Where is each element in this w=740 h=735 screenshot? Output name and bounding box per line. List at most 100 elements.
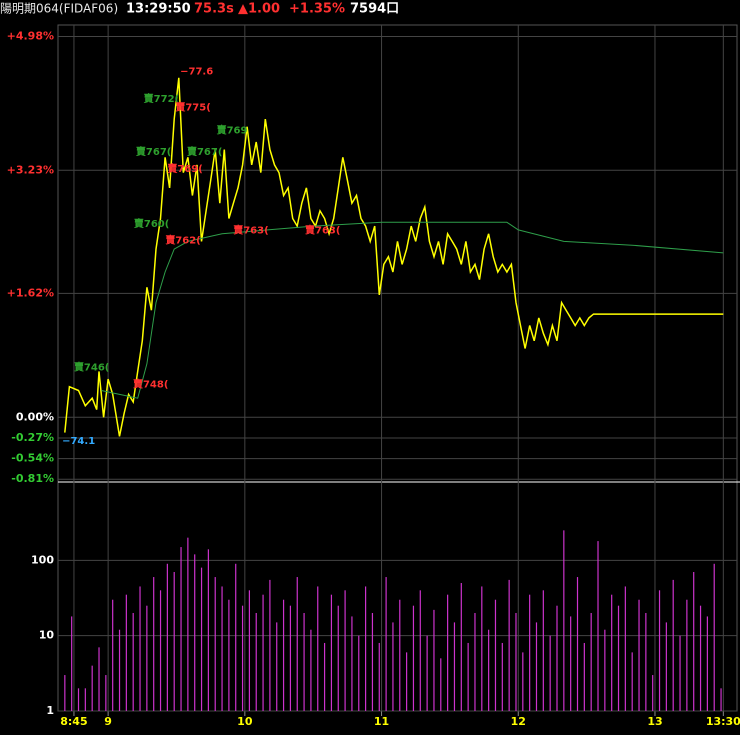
price: 75.3s (194, 2, 234, 17)
y-tick-label: 1 (46, 704, 54, 717)
volume-bar (317, 586, 319, 711)
volume-bar (310, 629, 312, 711)
volume-bar (488, 629, 490, 711)
annotation: 賣746( (74, 361, 109, 374)
volume-bar (460, 583, 462, 711)
volume-bar (631, 652, 633, 711)
volume-bar (235, 563, 237, 711)
volume-bar (166, 563, 168, 711)
volume-bar (248, 590, 250, 711)
volume-bar (549, 635, 551, 711)
x-tick-label: 10 (237, 715, 253, 728)
volume-bar (303, 612, 305, 711)
volume-bar (276, 622, 278, 711)
volume-bar (426, 635, 428, 711)
y-tick-label: -0.27% (11, 431, 54, 444)
volume-bar (84, 688, 86, 711)
volume-bar (638, 599, 640, 711)
volume-bar (665, 622, 667, 711)
y-tick-label: +3.23% (7, 163, 54, 176)
volume-bar (686, 599, 688, 711)
volume-bar (330, 594, 333, 711)
volume-bar (706, 616, 708, 711)
volume-bar (296, 577, 298, 711)
annotation: 賣775( (175, 101, 210, 114)
annotation: 賣763( (233, 224, 268, 237)
x-tick-label: 13 (647, 715, 662, 728)
y-tick-label: 100 (31, 553, 54, 566)
volume-bar (132, 612, 134, 711)
volume-bar (481, 586, 483, 711)
volume-bar (194, 554, 196, 711)
x-tick-label: 8:45 (60, 715, 87, 728)
volume-bar (501, 642, 503, 711)
volume-bar (440, 658, 442, 711)
annotation: −74.1 (62, 436, 95, 447)
volume-bar (112, 599, 114, 711)
volume-bar (604, 629, 606, 711)
annotation: 賣769( (167, 162, 202, 175)
volume-bar (515, 612, 517, 711)
annotation: −77.6 (180, 67, 213, 78)
annotation: 賣772( (144, 92, 179, 105)
y-tick-label: +4.98% (7, 29, 54, 42)
volume-bar (187, 537, 189, 711)
volume-bar (385, 577, 387, 711)
volume-bar (699, 605, 702, 711)
volume-bar (323, 642, 326, 711)
volume-bar (214, 577, 216, 711)
change-pct: +1.35% (289, 2, 345, 17)
volume-bar (153, 577, 155, 711)
volume-bar (77, 688, 80, 711)
volume-bar (508, 579, 510, 711)
annotation: 賣763( (305, 224, 340, 237)
volume-bar (542, 590, 544, 711)
volume-bar (583, 642, 585, 711)
x-tick-label: 12 (511, 715, 526, 728)
annotation: 賣767( (136, 145, 171, 158)
price-line (64, 77, 724, 437)
volume-bar (207, 549, 209, 711)
volume-bar (344, 590, 346, 711)
volume-bar (652, 675, 654, 711)
volume-bar (679, 635, 681, 711)
volume-bar (713, 563, 715, 711)
volume-bar (289, 605, 292, 711)
volume-bar (658, 590, 661, 711)
volume-bar (399, 599, 401, 711)
volume-bar (433, 609, 435, 711)
volume-bar (173, 572, 175, 711)
volume-bar (693, 572, 695, 711)
volume-bar (159, 590, 162, 711)
volume-bar (467, 642, 469, 711)
volume-bar (392, 622, 394, 711)
volume-bar (358, 635, 360, 711)
volume-bar (576, 577, 579, 711)
volume-bar (269, 579, 271, 711)
volume-bar (139, 586, 141, 711)
volume-bar (91, 665, 93, 711)
volume-total: 7594口 (350, 2, 399, 17)
y-tick-label: -0.54% (11, 452, 54, 465)
volume-bar (447, 594, 449, 711)
time: 13:29:50 (126, 2, 191, 17)
volume-bar (351, 616, 353, 711)
volume-bar (118, 629, 121, 711)
volume-bar (624, 586, 626, 711)
volume-bar (570, 616, 572, 711)
volume-bar (241, 605, 244, 711)
volume-bar (406, 652, 408, 711)
x-tick-label: 11 (374, 715, 389, 728)
annotation: 賣762( (165, 234, 200, 247)
volume-bar (412, 605, 415, 711)
volume-bar (255, 612, 257, 711)
volume-bar (419, 590, 421, 711)
volume-bar (180, 547, 182, 711)
volume-bar (146, 605, 148, 711)
price-line (101, 221, 724, 399)
annotation: 賣767( (187, 145, 222, 158)
volume-bar (720, 688, 722, 711)
change: ▲1.00 (238, 2, 280, 17)
